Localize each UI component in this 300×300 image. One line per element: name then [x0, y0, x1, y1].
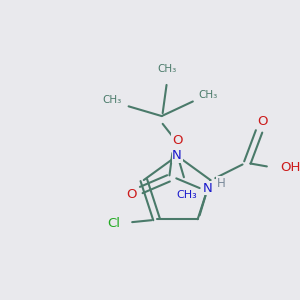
Text: O: O: [126, 188, 137, 201]
Text: N: N: [202, 182, 212, 195]
Text: CH₃: CH₃: [199, 90, 218, 100]
Text: CH₃: CH₃: [157, 64, 176, 74]
Text: OH: OH: [280, 161, 300, 174]
Text: Cl: Cl: [107, 217, 120, 230]
Text: CH₃: CH₃: [102, 95, 122, 106]
Text: H: H: [217, 177, 225, 190]
Text: N: N: [172, 149, 182, 162]
Text: O: O: [172, 134, 182, 147]
Text: CH₃: CH₃: [176, 190, 197, 200]
Text: O: O: [258, 115, 268, 128]
